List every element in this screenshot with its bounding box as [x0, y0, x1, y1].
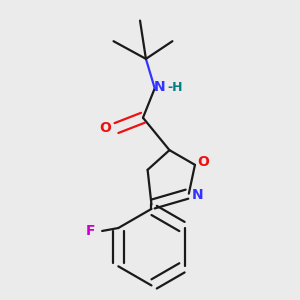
- Text: N: N: [154, 80, 166, 94]
- Text: N: N: [192, 188, 203, 202]
- Text: O: O: [99, 121, 111, 135]
- Text: F: F: [85, 224, 95, 238]
- Text: -H: -H: [167, 81, 182, 94]
- Text: O: O: [197, 155, 209, 170]
